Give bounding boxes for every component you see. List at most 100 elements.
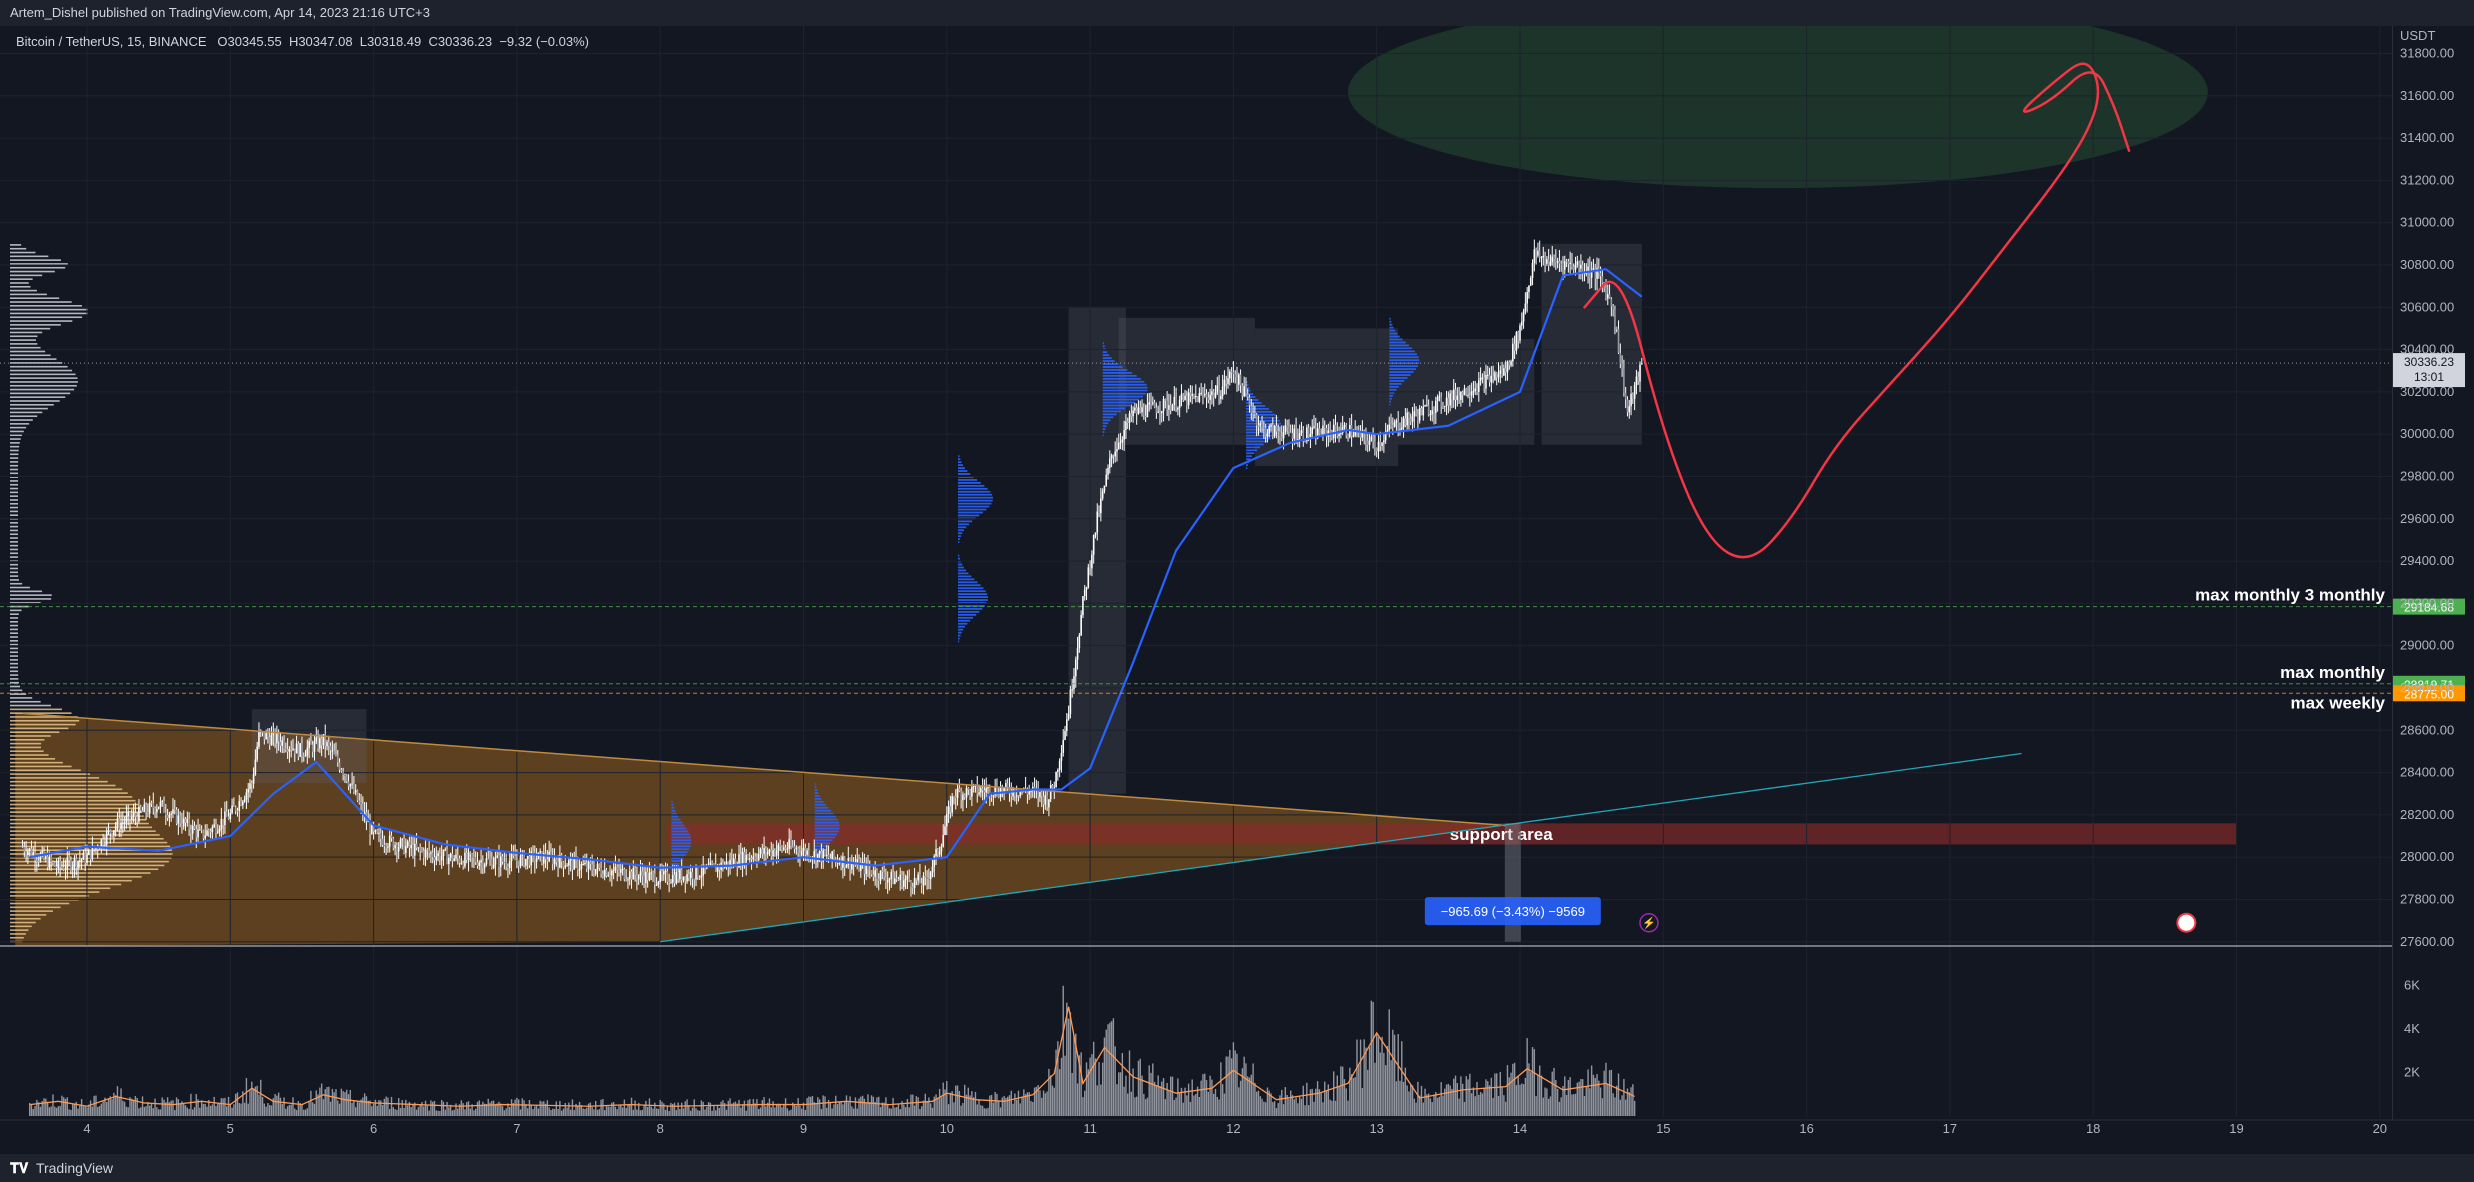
candle-body xyxy=(1107,467,1109,475)
volume-bar xyxy=(1255,1091,1258,1116)
chart-area[interactable]: support area −965.69 (−3.43%) −9569⚡ max… xyxy=(0,26,2474,1154)
volume-bar xyxy=(1171,1076,1174,1116)
candle-body xyxy=(1549,261,1552,266)
volume-profile-bar xyxy=(10,659,19,661)
candle-body xyxy=(1254,413,1256,415)
candle-body xyxy=(920,882,923,886)
volume-bar xyxy=(376,1105,378,1116)
date-tick-label: 19 xyxy=(2229,1121,2243,1136)
volume-profile-bar xyxy=(10,548,18,551)
candle-body xyxy=(1420,408,1423,416)
volume-bar xyxy=(664,1109,667,1116)
candle-body xyxy=(748,858,751,860)
volume-bar xyxy=(482,1101,484,1116)
volume-bar xyxy=(95,1095,97,1116)
volume-bar xyxy=(552,1108,554,1116)
candle-body xyxy=(1637,376,1640,382)
candle-body xyxy=(197,829,199,838)
candle-body xyxy=(1623,368,1625,393)
volume-profile-bar xyxy=(10,818,147,821)
volume-bar xyxy=(1334,1100,1337,1116)
candle-body xyxy=(70,860,72,871)
session-profile-bar xyxy=(957,505,990,508)
session-profile-bar xyxy=(671,845,691,848)
volume-bar xyxy=(1564,1076,1566,1116)
volume-profile-bar xyxy=(10,403,54,406)
session-range-box xyxy=(1068,307,1126,794)
volume-bar xyxy=(1379,1052,1381,1116)
volume-profile-bar xyxy=(10,712,72,714)
volume-bar xyxy=(1481,1093,1484,1116)
volume-bar xyxy=(1524,1077,1527,1116)
candle-body xyxy=(1103,485,1106,492)
candle-body xyxy=(1551,256,1554,262)
candle-body xyxy=(913,878,916,889)
volume-bar xyxy=(1399,1080,1401,1116)
candle-body xyxy=(1134,407,1136,411)
date-tick-label: 7 xyxy=(513,1121,520,1136)
volume-bar xyxy=(258,1094,260,1116)
volume-profile-bar xyxy=(10,807,141,810)
volume-bar xyxy=(1565,1095,1568,1116)
session-profile-bar xyxy=(1246,452,1255,455)
candle-body xyxy=(107,830,110,832)
volume-bar xyxy=(408,1101,411,1116)
volume-bar xyxy=(457,1108,459,1116)
volume-bar xyxy=(1157,1075,1159,1116)
volume-bar xyxy=(559,1100,561,1116)
price-tick-label: 30600.00 xyxy=(2400,299,2454,314)
candle-body xyxy=(209,831,212,833)
volume-bar xyxy=(93,1095,95,1116)
volume-bar xyxy=(589,1102,592,1116)
candle-body xyxy=(1381,442,1383,446)
candle-body xyxy=(392,838,395,849)
measure-badge xyxy=(1424,897,1601,926)
candle-body xyxy=(256,746,258,760)
candle-body xyxy=(104,844,106,846)
volume-bar xyxy=(1109,1022,1111,1116)
candle-body xyxy=(474,857,477,863)
volume-profile-bar xyxy=(10,419,33,421)
candle-body xyxy=(616,866,619,870)
session-profile-bar xyxy=(814,851,823,854)
volume-bar xyxy=(1580,1078,1582,1116)
volume-bar xyxy=(1225,1056,1227,1116)
volume-bar xyxy=(1214,1088,1217,1116)
volume-profile-bar xyxy=(10,601,41,604)
candle-body xyxy=(840,862,842,868)
volume-bar xyxy=(134,1095,137,1116)
candle-body xyxy=(1508,361,1511,366)
session-profile-bar xyxy=(1102,377,1141,380)
candle-body xyxy=(1062,740,1065,753)
volume-bar xyxy=(843,1101,846,1116)
symbol-legend[interactable]: Bitcoin / TetherUS, 15, BINANCE O30345.5… xyxy=(16,34,589,49)
volume-bar xyxy=(646,1107,649,1116)
volume-bar xyxy=(1496,1073,1498,1116)
price-tick-label: 29000.00 xyxy=(2400,638,2454,653)
volume-bar xyxy=(1404,1067,1407,1116)
candle-body xyxy=(84,852,87,863)
volume-bar xyxy=(1085,1062,1088,1116)
volume-bar xyxy=(731,1103,733,1116)
volume-bar xyxy=(1170,1076,1172,1116)
volume-bar xyxy=(1478,1094,1480,1116)
candle-body xyxy=(632,867,635,880)
candle-body xyxy=(71,866,74,871)
candle-body xyxy=(200,829,203,831)
candle-body xyxy=(258,730,260,747)
candle-body xyxy=(725,861,728,865)
candle-body xyxy=(1039,791,1041,798)
volume-bar xyxy=(578,1101,581,1116)
candle-body xyxy=(1291,432,1294,439)
candle-body xyxy=(800,851,803,856)
volume-bar xyxy=(727,1100,729,1116)
volume-profile-bar xyxy=(10,860,169,863)
candle-body xyxy=(129,812,131,820)
candle-body xyxy=(860,864,862,871)
volume-bar xyxy=(299,1103,301,1116)
candle-body xyxy=(501,856,504,863)
volume-bar xyxy=(686,1099,688,1116)
volume-bar xyxy=(543,1101,545,1116)
volume-profile-bar xyxy=(10,914,47,916)
volume-bar xyxy=(467,1101,470,1116)
